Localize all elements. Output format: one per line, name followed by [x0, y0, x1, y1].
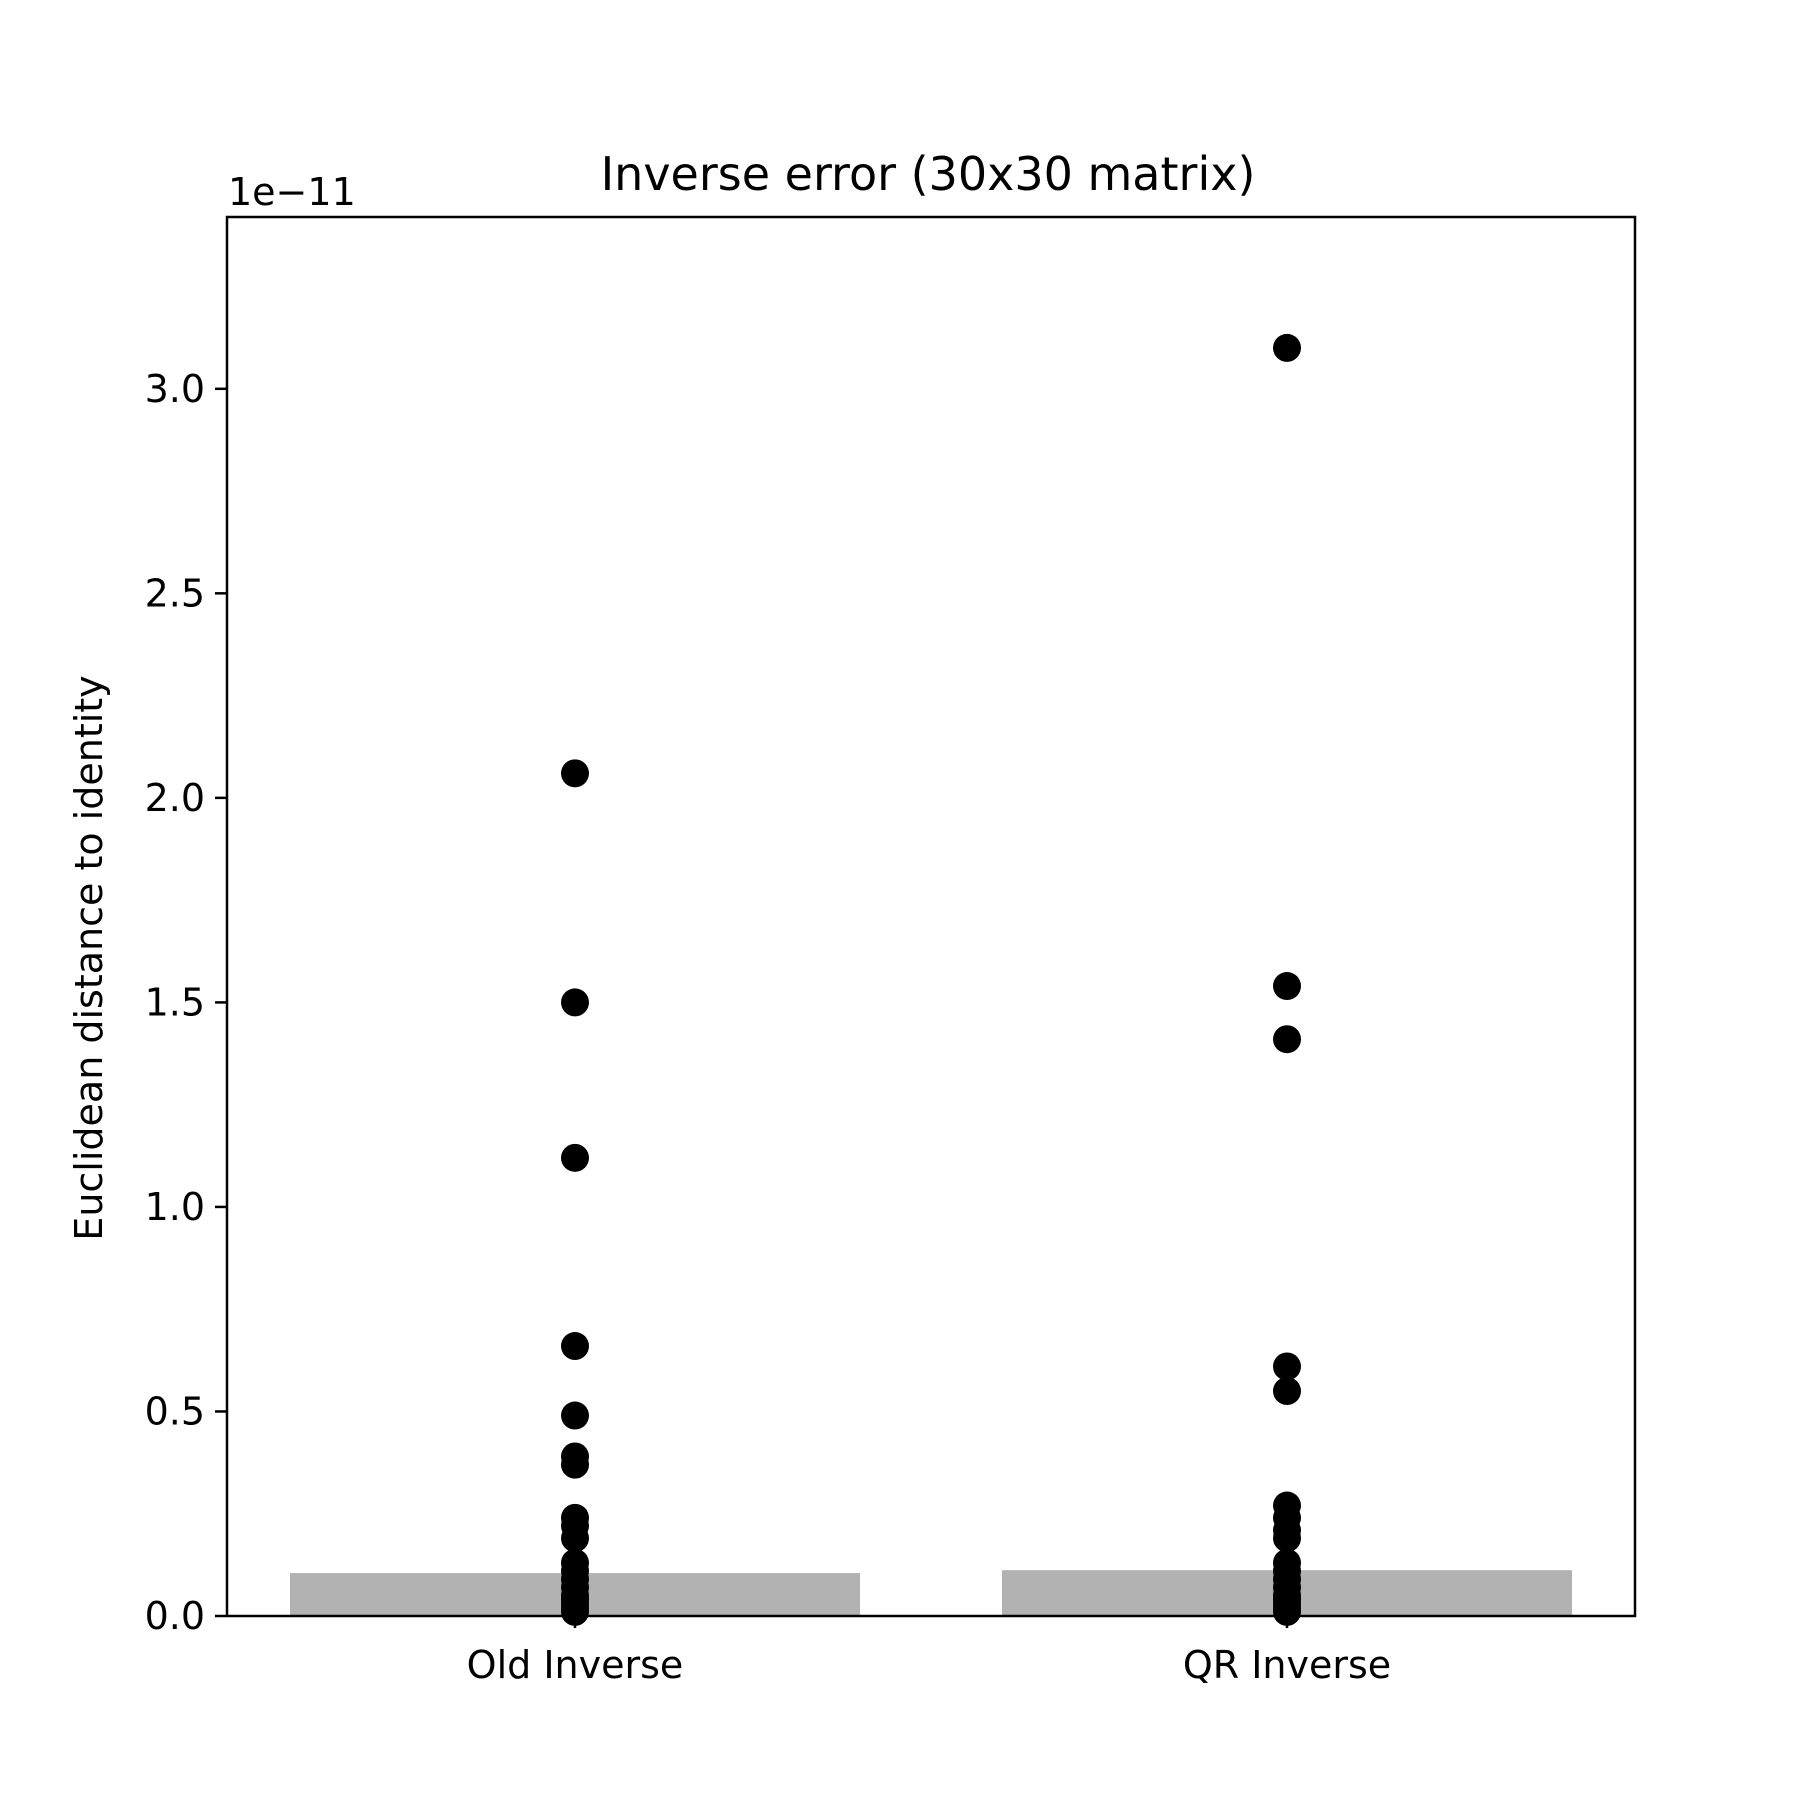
x-tick-label: QR Inverse	[1183, 1643, 1391, 1687]
point-0-9	[561, 1524, 589, 1553]
plot-frame	[225, 215, 1637, 1618]
y-axis-offset-text: 1e−11	[228, 170, 356, 214]
y-tick-label: 1.5	[145, 980, 205, 1024]
y-tick-label: 1.0	[145, 1185, 205, 1229]
y-tick-label: 2.0	[145, 776, 205, 820]
point-1-17	[1273, 1597, 1301, 1626]
point-0-6	[561, 1450, 589, 1479]
bars	[290, 1570, 1572, 1616]
point-0-2	[561, 1143, 589, 1172]
y-tick-label: 2.5	[145, 571, 205, 615]
point-0-3	[561, 1332, 589, 1361]
point-0-18	[561, 1597, 589, 1626]
y-axis-label: Euclidean distance to identity	[67, 675, 111, 1240]
point-0-4	[561, 1401, 589, 1430]
y-tick-label: 0.0	[145, 1594, 205, 1638]
point-1-2	[1273, 1025, 1301, 1054]
y-tick-label: 3.0	[145, 367, 205, 411]
x-tick-label: Old Inverse	[467, 1643, 684, 1687]
y-tick-label: 0.5	[145, 1389, 205, 1433]
point-1-4	[1273, 1377, 1301, 1406]
point-0-1	[561, 988, 589, 1017]
point-0-0	[561, 759, 589, 788]
point-1-1	[1273, 972, 1301, 1001]
chart-title: Inverse error (30x30 matrix)	[601, 147, 1256, 201]
point-1-3	[1273, 1352, 1301, 1381]
x-ticks: Old Inverse QR Inverse	[467, 1616, 1391, 1687]
point-1-0	[1273, 333, 1301, 362]
y-ticks: 0.0 0.5 1.0 1.5 2.0 2.5 3.0	[145, 367, 227, 1638]
point-1-8	[1273, 1524, 1301, 1553]
points	[561, 333, 1301, 1626]
